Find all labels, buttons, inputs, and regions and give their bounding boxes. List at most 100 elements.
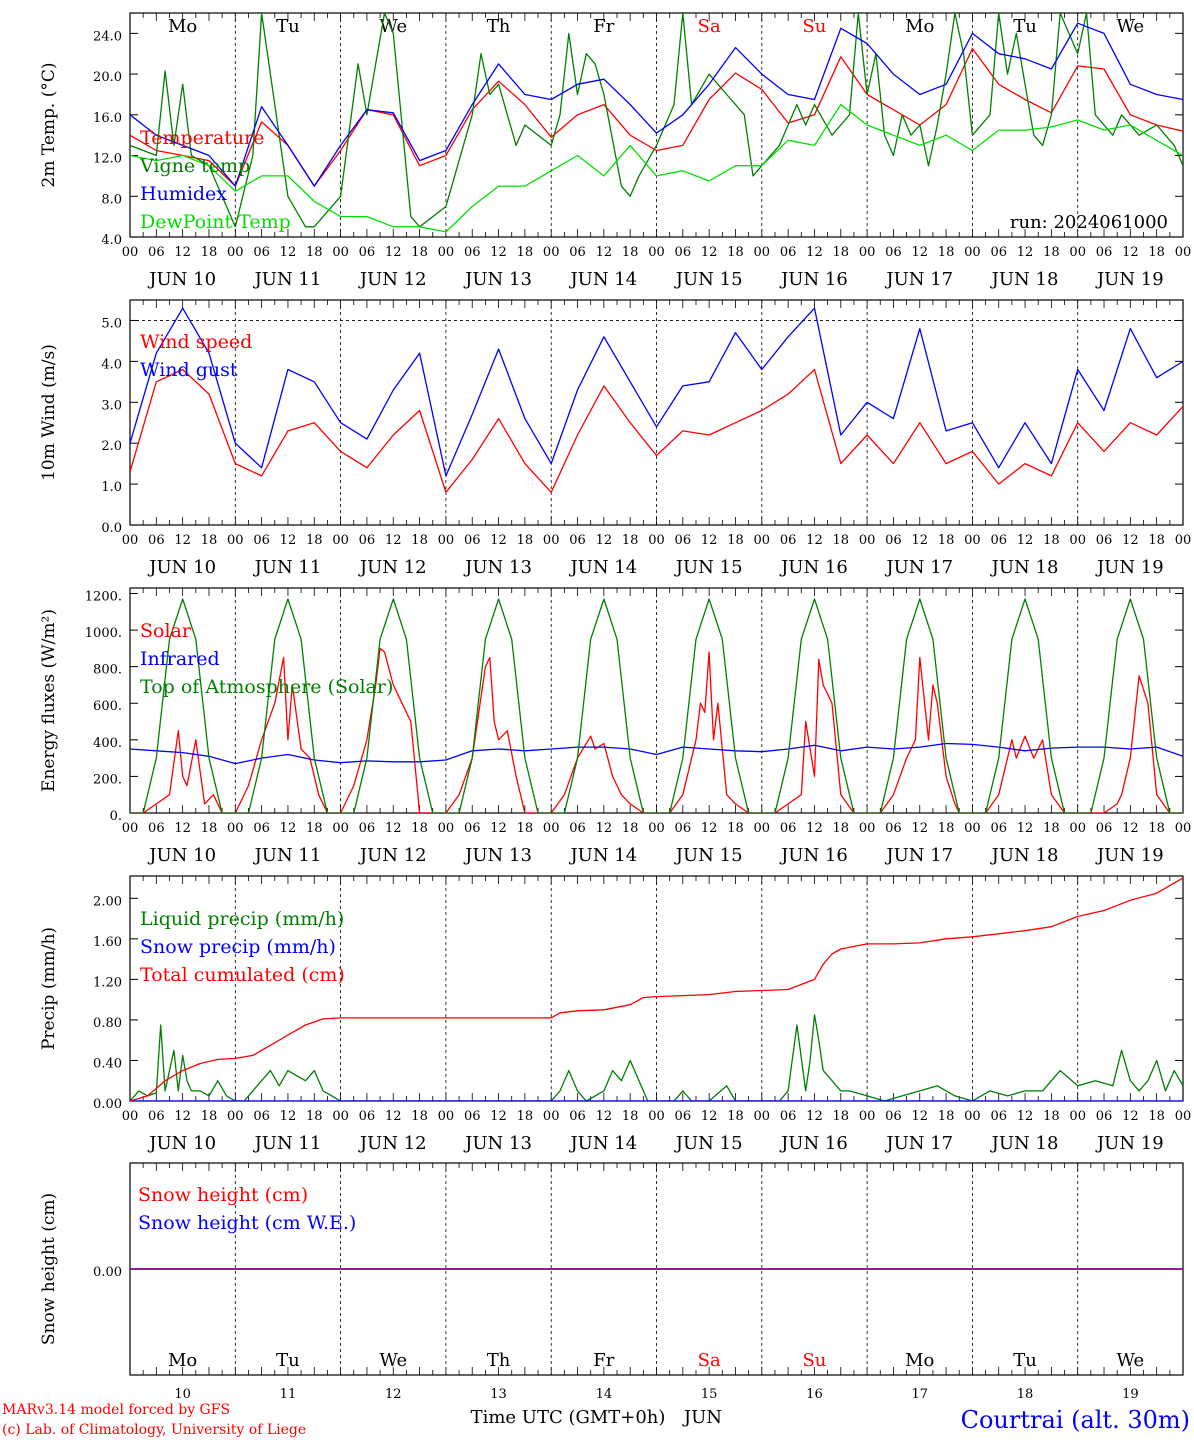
x-tick-label: 00	[754, 245, 771, 260]
day-label: Mo	[168, 16, 197, 37]
x-tick-label: 12	[1122, 821, 1139, 836]
x-tick-label: 18	[622, 821, 639, 836]
date-label: JUN 12	[358, 845, 427, 866]
date-label: JUN 12	[358, 557, 427, 578]
day-label: Th	[487, 1350, 511, 1371]
day-number: 19	[1122, 1387, 1139, 1402]
day-label: Su	[802, 16, 826, 37]
x-tick-label: 12	[280, 1109, 297, 1124]
x-tick-label: 18	[517, 1109, 534, 1124]
x-tick-label: 12	[385, 1109, 402, 1124]
date-label: JUN 11	[253, 845, 322, 866]
day-label: Fr	[593, 1350, 614, 1371]
series-line	[130, 13, 1183, 228]
date-label: JUN 12	[358, 1133, 427, 1154]
x-tick-label: 00	[754, 821, 771, 836]
x-tick-label: 00	[964, 1109, 981, 1124]
copyright: (c) Lab. of Climatology, University of L…	[2, 1422, 306, 1438]
y-tick-label: 1200.	[85, 589, 122, 604]
day-label: Mo	[905, 1350, 934, 1371]
x-tick-label: 00	[648, 821, 665, 836]
x-tick-label: 12	[911, 533, 928, 548]
date-label: JUN 19	[1095, 269, 1164, 290]
day-label: Mo	[168, 1350, 197, 1371]
x-tick-label: 18	[517, 533, 534, 548]
x-tick-label: 18	[833, 1109, 850, 1124]
x-tick-label: 06	[1096, 533, 1113, 548]
x-tick-label: 00	[1175, 533, 1192, 548]
x-tick-label: 06	[253, 1109, 270, 1124]
x-tick-label: 00	[227, 821, 244, 836]
plot-frame	[129, 12, 1184, 238]
date-label: JUN 16	[779, 1133, 848, 1154]
x-tick-label: 00	[543, 1109, 560, 1124]
x-tick-label: 12	[1017, 533, 1034, 548]
date-label: JUN 16	[779, 845, 848, 866]
x-tick-label: 00	[122, 821, 139, 836]
y-tick-label: 1.20	[93, 975, 122, 990]
date-label: JUN 10	[147, 845, 216, 866]
x-tick-label: 12	[280, 821, 297, 836]
x-tick-label: 18	[727, 245, 744, 260]
x-tick-label: 06	[780, 1109, 797, 1124]
x-tick-label: 12	[806, 245, 823, 260]
x-tick-label: 00	[1175, 821, 1192, 836]
x-tick-label: 00	[438, 533, 455, 548]
x-tick-label: 12	[701, 245, 718, 260]
y-tick-label: 2.00	[93, 894, 122, 909]
x-tick-label: 18	[938, 533, 955, 548]
date-label: JUN 10	[147, 269, 216, 290]
day-label: Tu	[276, 16, 300, 37]
series-line	[130, 647, 1183, 813]
x-tick-label: 00	[648, 1109, 665, 1124]
x-tick-label: 12	[1017, 245, 1034, 260]
y-tick-label: 0.	[110, 809, 122, 824]
y-tick-label: 16.0	[93, 111, 122, 126]
x-tick-label: 00	[227, 245, 244, 260]
panel-1: 4.0 8.0 12.0 16.0 20.0 24.0 00 06 12 18 00 06 12 18 00…	[39, 12, 1191, 290]
y-tick-label: 2.0	[101, 439, 122, 454]
x-tick-label: 00	[332, 245, 349, 260]
x-tick-label: 06	[148, 1109, 165, 1124]
date-label: JUN 12	[358, 269, 427, 290]
x-tick-label: 18	[833, 245, 850, 260]
date-label: JUN 13	[463, 269, 532, 290]
series-line	[130, 1014, 1183, 1101]
series-group	[130, 598, 1183, 813]
y-tick-label: 4.0	[101, 357, 122, 372]
x-tick-label: 06	[1096, 821, 1113, 836]
x-tick-label: 00	[754, 533, 771, 548]
legend-entry: Wind gust	[140, 359, 238, 381]
x-tick-label: 06	[780, 821, 797, 836]
y-tick-label: 600.	[93, 699, 122, 714]
x-tick-label: 18	[622, 245, 639, 260]
y-tick-label: 8.0	[101, 192, 122, 207]
date-label: JUN 15	[674, 557, 743, 578]
x-tick-label: 12	[911, 245, 928, 260]
x-tick-label: 06	[464, 1109, 481, 1124]
x-tick-label: 12	[385, 533, 402, 548]
station-name: Courtrai (alt. 30m)	[961, 1406, 1190, 1434]
y-tick-label: 0.00	[93, 1265, 122, 1280]
x-tick-label: 18	[1043, 821, 1060, 836]
x-tick-label: 00	[227, 1109, 244, 1124]
x-tick-label: 12	[385, 245, 402, 260]
legend-entry: Snow height (cm W.E.)	[138, 1212, 356, 1234]
x-tick-label: 18	[201, 1109, 218, 1124]
x-tick-label: 06	[675, 821, 692, 836]
date-label: JUN 18	[990, 1133, 1059, 1154]
y-tick-label: 3.0	[101, 398, 122, 413]
day-number: 17	[911, 1387, 928, 1402]
x-tick-label: 00	[122, 245, 139, 260]
x-tick-label: 00	[122, 533, 139, 548]
x-tick-label: 00	[438, 1109, 455, 1124]
panel-2: 0.0 1.0 2.0 3.0 4.0 5.0 00 06 12 18 00 06 12 18 00 06 12…	[39, 299, 1192, 578]
x-tick-label: 06	[569, 821, 586, 836]
date-label: JUN 11	[253, 1133, 322, 1154]
date-label: JUN 15	[674, 845, 743, 866]
y-tick-label: 0.40	[93, 1056, 122, 1071]
x-tick-label: 12	[490, 821, 507, 836]
date-label: JUN 11	[253, 269, 322, 290]
x-tick-label: 06	[885, 245, 902, 260]
x-tick-label: 12	[1017, 1109, 1034, 1124]
